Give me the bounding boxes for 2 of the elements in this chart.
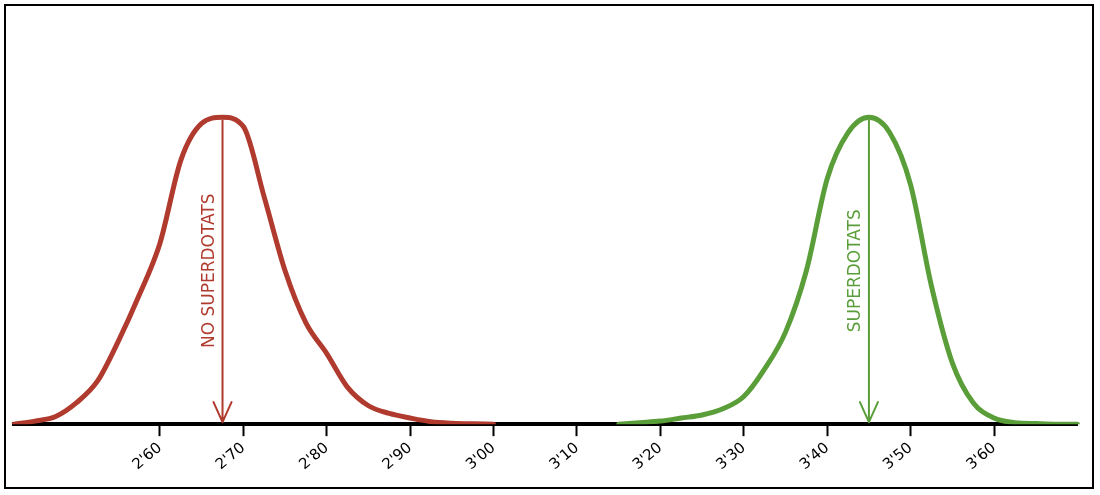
annotation: SUPERDOTATS	[843, 209, 864, 333]
annotation: NO SUPERDOTATS	[197, 193, 218, 349]
